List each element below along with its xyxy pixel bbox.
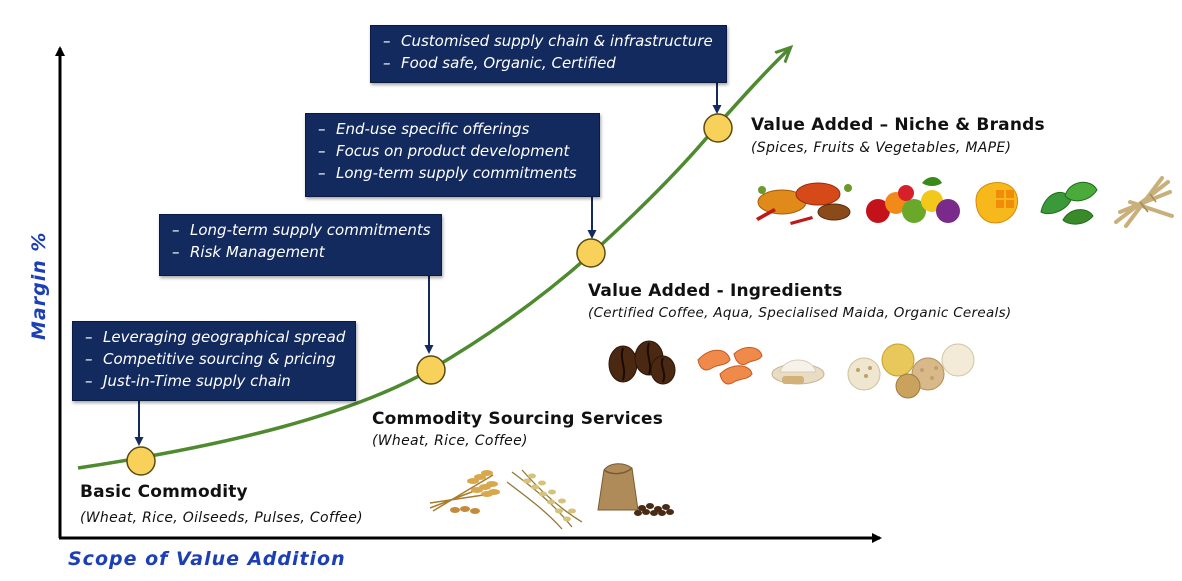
stage-title-basic: Basic Commodity	[80, 482, 248, 502]
x-axis-label: Scope of Value Addition	[68, 548, 346, 570]
mango-icon	[975, 182, 1018, 224]
callout-item: – Long-term supply commitments	[172, 221, 431, 239]
y-axis-label: Margin %	[28, 231, 50, 340]
callout-item: – Customised supply chain & infrastructur…	[383, 32, 713, 50]
leaves-icon	[1040, 181, 1098, 225]
cereals-icon	[847, 343, 975, 399]
callout-ingredients: – End-use specific offerings – Focus on pr…	[305, 113, 600, 197]
callout-item: – Risk Management	[172, 243, 325, 261]
callout-commodity-sourcing: – Long-term supply commitments – Risk Mana…	[159, 214, 442, 276]
callout-niche-brands: – Customised supply chain & infrastructur…	[370, 25, 727, 83]
callout-item: – Just-in-Time supply chain	[85, 372, 291, 390]
stage-subtitle-ingredients: (Certified Coffee, Aqua, Specialised Mai…	[588, 305, 1012, 321]
milestone-commodity-sourcing	[416, 355, 446, 385]
stage-title-niche: Value Added – Niche & Brands	[751, 115, 1045, 135]
stage-title-sourcing: Commodity Sourcing Services	[372, 409, 664, 429]
stage-title-ingredients: Value Added - Ingredients	[588, 281, 843, 301]
flour-icon	[771, 359, 825, 385]
callout-item: – Leveraging geographical spread	[85, 328, 346, 346]
spices-icon	[756, 182, 852, 225]
shrimp-icon	[697, 347, 763, 385]
callout-item: – Long-term supply commitments	[318, 164, 577, 182]
wheat-icon	[429, 470, 500, 514]
callout-item: – Focus on product development	[318, 142, 570, 160]
stage-subtitle-sourcing: (Wheat, Rice, Coffee)	[372, 433, 528, 449]
coffee-sack-icon	[597, 463, 674, 516]
callout-item: – End-use specific offerings	[318, 120, 530, 138]
milestone-ingredients	[576, 238, 606, 268]
milestone-basic-commodity	[126, 446, 156, 476]
rice-icon	[506, 469, 583, 530]
callout-basic-commodity: – Leveraging geographical spread – Competi…	[72, 321, 356, 401]
fruits-vegetables-icon	[866, 177, 960, 223]
coffee-beans-icon	[608, 340, 676, 385]
roots-icon	[1114, 176, 1174, 228]
stage-subtitle-basic: (Wheat, Rice, Oilseeds, Pulses, Coffee)	[80, 510, 363, 526]
callout-item: – Food safe, Organic, Certified	[383, 54, 616, 72]
milestone-niche-brands	[703, 113, 733, 143]
callout-item: – Competitive sourcing & pricing	[85, 350, 336, 368]
stage-subtitle-niche: (Spices, Fruits & Vegetables, MAPE)	[751, 140, 1012, 156]
